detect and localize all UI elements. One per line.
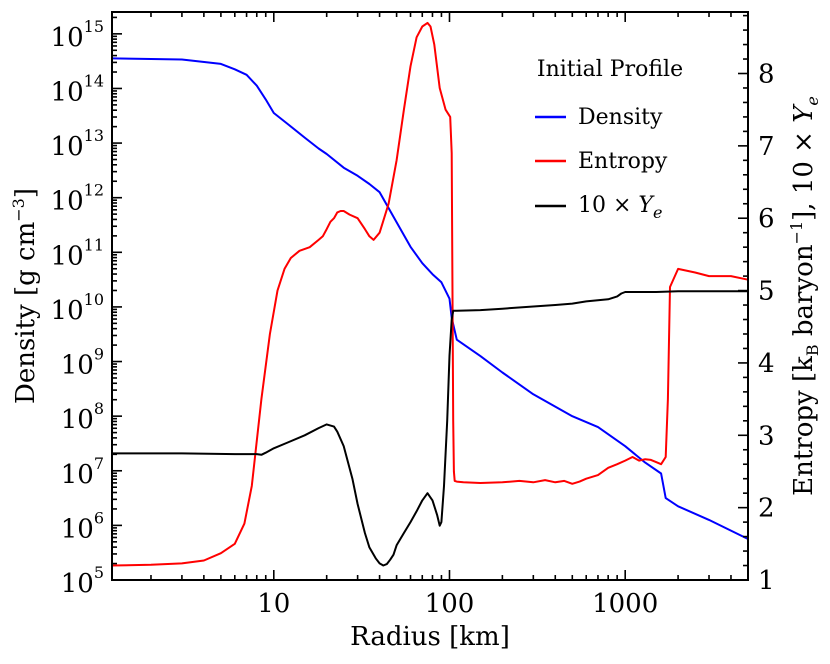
- y-left-tick-label: 1014: [51, 71, 104, 107]
- x-axis-label: Radius [km]: [350, 622, 510, 652]
- y-right-tick-label: 5: [758, 277, 775, 307]
- density-line: [111, 57, 749, 540]
- right-axis-label: Entropy [kB baryon−1], 10 × Ye: [787, 96, 822, 496]
- x-tick-label: 10: [257, 589, 290, 619]
- y-left-tick-label: 1012: [51, 181, 104, 217]
- y-right-tick-label: 8: [758, 60, 775, 90]
- y-left-tick-label: 107: [61, 454, 104, 490]
- tick-labels: 10 100 1000 105 106 107 108 109 1010 1011 1012 1013…: [51, 17, 775, 619]
- left-axis-label: Density [g cm−3]: [9, 188, 41, 404]
- entropy-line: [111, 21, 749, 567]
- y-right-tick-label: 3: [758, 421, 775, 451]
- y-left-tick-label: 106: [61, 508, 104, 544]
- y-left-tick-label: 1011: [51, 235, 104, 271]
- y-right-tick-label: 1: [758, 566, 775, 596]
- x-tick-label: 100: [425, 589, 475, 619]
- y-right-tick-label: 2: [758, 494, 775, 524]
- y-left-tick-label: 1013: [51, 126, 104, 162]
- legend-density-label: Density: [578, 105, 663, 130]
- y-left-tick-label: 109: [61, 345, 104, 381]
- legend-ye-label: 10 × Ye: [578, 193, 662, 222]
- y-right-tick-label: 6: [758, 204, 775, 234]
- y-left-tick-label: 1015: [51, 17, 104, 53]
- y-right-tick-label: 4: [758, 349, 775, 379]
- plot-frame: [111, 11, 749, 581]
- plot-series: [111, 21, 749, 567]
- legend: Initial Profile Density Entropy 10 × Ye: [535, 57, 683, 222]
- ye-line: [111, 290, 749, 567]
- legend-title: Initial Profile: [537, 57, 683, 82]
- y-right-tick-label: 7: [758, 132, 775, 162]
- y-left-tick-label: 108: [61, 399, 104, 435]
- legend-entropy-label: Entropy: [578, 149, 668, 174]
- y-left-tick-label: 105: [61, 563, 104, 599]
- x-tick-label: 1000: [592, 589, 658, 619]
- y-left-tick-label: 1010: [51, 290, 104, 326]
